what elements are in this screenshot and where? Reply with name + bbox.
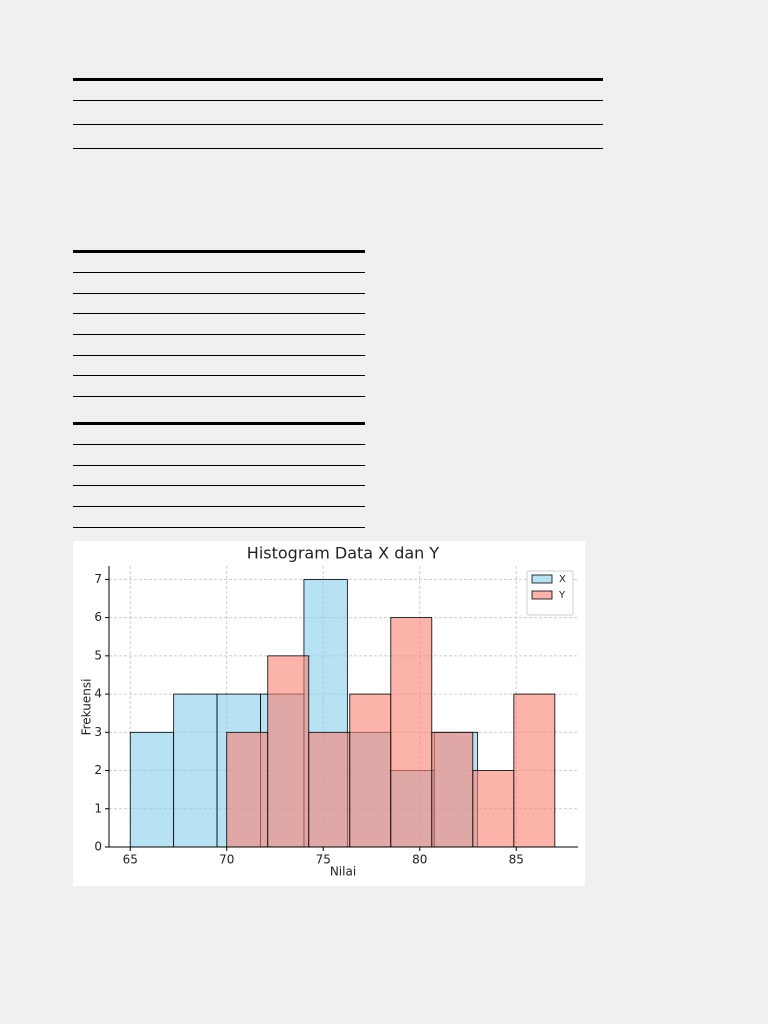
table-rule [73,396,365,397]
table-rule [73,124,603,125]
x-tick-label: 75 [316,853,331,867]
histogram-bar [472,770,515,848]
x-tick-label: 80 [412,853,427,867]
table-rule [73,444,365,445]
chart: Histogram Data X dan Y Nilai Frekuensi 0… [73,541,585,886]
legend-label: X [559,574,566,585]
table-rule [73,527,365,528]
histogram-bar [173,693,218,848]
histogram-bar [513,693,556,848]
table-rule [73,375,365,376]
y-tick-label: 2 [94,763,102,777]
table-rule [73,313,365,314]
x-tick-label: 65 [123,853,138,867]
table-rule [73,506,365,507]
x-axis-label: Nilai [330,865,356,879]
table-rule [73,272,365,273]
y-tick-label: 0 [94,840,102,854]
table-rule [73,485,365,486]
histogram-bar [308,731,351,848]
y-tick-label: 3 [94,725,102,739]
table-rule [73,148,603,149]
histogram-bar [390,617,433,848]
x-tick-label: 70 [219,853,234,867]
table-rule [73,334,365,335]
legend-swatch [531,574,553,584]
table-rule [73,78,603,81]
legend-label: Y [558,590,566,601]
table-rule [73,250,365,253]
legend-swatch [531,590,553,600]
table-rule [73,100,603,101]
histogram-bar [349,693,392,848]
y-tick-label: 1 [94,801,102,815]
y-tick-label: 7 [94,572,102,586]
histogram-bar [129,731,175,848]
y-tick-label: 5 [94,648,102,662]
y-tick-label: 6 [94,610,102,624]
y-axis-label: Frekuensi [80,679,94,736]
table-rule [73,293,365,294]
y-tick-label: 4 [94,687,102,701]
x-tick-label: 85 [509,853,524,867]
chart-title: Histogram Data X dan Y [247,544,440,563]
table-rule [73,465,365,466]
histogram-bar [226,731,269,848]
histogram-bar [267,655,310,848]
histogram-bar [431,731,474,848]
table-rule [73,355,365,356]
table-rule [73,422,365,425]
